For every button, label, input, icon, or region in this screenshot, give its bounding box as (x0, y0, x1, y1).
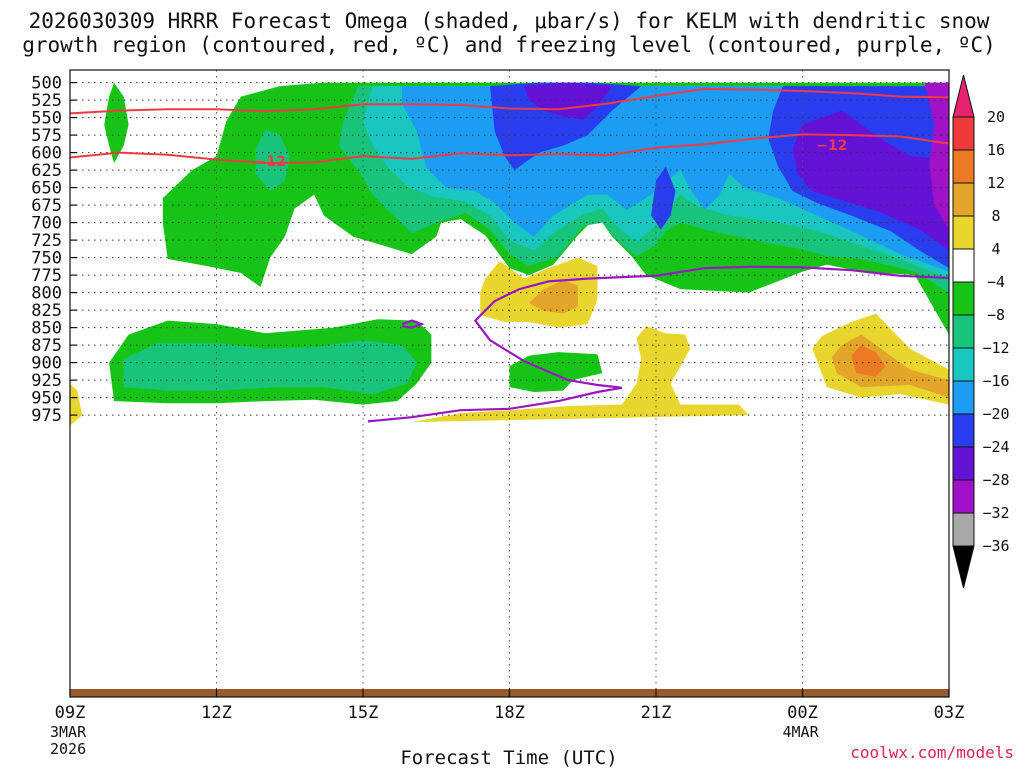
y-tick-label-925: 925 (31, 371, 62, 391)
colorbar-top-arrow (952, 74, 975, 118)
colorbar-bin-12 (952, 479, 975, 514)
y-tick-label-850: 850 (31, 319, 62, 339)
x-tick-label-21Z: 21Z (641, 703, 672, 723)
x-date-label-09Z-1: 2026 (50, 740, 86, 758)
y-tick-label-725: 725 (31, 231, 62, 251)
x-tick-label-03Z: 03Z (934, 703, 965, 723)
colorbar-bin-10 (952, 413, 975, 448)
omega-region-17 (529, 280, 578, 314)
y-tick-label-950: 950 (31, 389, 62, 409)
colorbar-bin-7 (952, 314, 975, 349)
freezing-level-contours (367, 265, 949, 423)
y-tick-label-575: 575 (31, 126, 62, 146)
freezing-level-line-0 (367, 265, 949, 423)
x-axis-title: Forecast Time (UTC) (400, 747, 617, 768)
omega-region-15 (509, 352, 603, 392)
colorbar-label-9: −20 (982, 405, 1009, 423)
x-tick-label-18Z: 18Z (494, 703, 525, 723)
y-tick-label-975: 975 (31, 406, 62, 426)
colorbar-bottom-arrow (952, 545, 975, 589)
colorbar-label-6: −8 (987, 306, 1005, 324)
omega-region-9 (651, 166, 676, 230)
colorbar-bin-6 (952, 281, 975, 316)
colorbar-label-13: −36 (982, 537, 1009, 555)
chart-title-line-1: 2026030309 HRRR Forecast Omega (shaded, … (29, 9, 990, 33)
y-tick-label-675: 675 (31, 196, 62, 216)
colorbar-label-11: −28 (982, 471, 1009, 489)
colorbar-label-7: −12 (982, 339, 1009, 357)
y-tick-label-600: 600 (31, 144, 62, 164)
y-tick-label-900: 900 (31, 354, 62, 374)
omega-region-12 (924, 82, 949, 230)
isotherm-red-0 (70, 133, 949, 165)
x-date-label-00Z-0: 4MAR (783, 723, 820, 741)
omega-region-22 (851, 345, 886, 377)
y-tick-label-800: 800 (31, 284, 62, 304)
isotherm-label-0: −12 (816, 138, 847, 154)
omega-region-0 (104, 82, 129, 164)
colorbar-bin-1 (952, 116, 975, 151)
credit-link[interactable]: coolwx.com/models (850, 743, 1014, 762)
y-tick-label-650: 650 (31, 179, 62, 199)
x-tick-label-00Z: 00Z (787, 703, 818, 723)
colorbar-bin-2 (952, 149, 975, 184)
isotherm-label-1: −12 (255, 154, 286, 170)
omega-colorbar: 20 16 12 8 4 −4 −8 −12 −16 −20 −24 −28 −32 −36 (952, 74, 1010, 589)
colorbar-label-12: −32 (982, 504, 1009, 522)
colorbar-bin-11 (952, 446, 975, 481)
colorbar-label-1: 16 (987, 141, 1005, 159)
colorbar-label-2: 12 (987, 174, 1005, 192)
colorbar-bin-13 (952, 512, 975, 547)
plot-grid (70, 70, 949, 697)
y-tick-label-825: 825 (31, 301, 62, 321)
colorbar-label-4: 4 (991, 240, 1000, 258)
omega-region-10 (524, 82, 613, 120)
chart-title-line-2: growth region (contoured, red, ºC) and f… (22, 33, 996, 57)
colorbar-bin-4 (952, 215, 975, 250)
y-tick-label-750: 750 (31, 249, 62, 269)
colorbar-label-3: 8 (991, 207, 1000, 225)
x-date-label-09Z-0: 3MAR (50, 723, 87, 741)
colorbar-bin-9 (952, 380, 975, 415)
y-tick-label-500: 500 (31, 74, 62, 94)
y-tick-label-700: 700 (31, 214, 62, 234)
dendritic-growth-isotherms: −12 −12 (70, 87, 949, 170)
x-tick-label-09Z: 09Z (55, 703, 86, 723)
colorbar-bin-8 (952, 347, 975, 382)
y-tick-label-525: 525 (31, 91, 62, 111)
pressure-axis: 5005255505756006256506757007257507758008… (31, 74, 77, 426)
omega-region-11 (792, 110, 949, 251)
omega-region-18 (411, 326, 749, 423)
x-tick-label-12Z: 12Z (201, 703, 232, 723)
y-tick-label-875: 875 (31, 336, 62, 356)
y-tick-label-775: 775 (31, 266, 62, 286)
omega-region-19 (70, 383, 83, 426)
colorbar-label-0: 20 (987, 108, 1005, 126)
x-tick-label-15Z: 15Z (348, 703, 379, 723)
colorbar-bin-5 (952, 248, 975, 283)
colorbar-bin-3 (952, 182, 975, 217)
omega-region-14 (123, 340, 417, 395)
freezing-level-line-1 (401, 319, 425, 329)
colorbar-label-10: −24 (982, 438, 1009, 456)
y-tick-label-550: 550 (31, 109, 62, 129)
isotherm-red-1 (70, 87, 949, 115)
colorbar-label-5: −4 (987, 273, 1005, 291)
y-tick-label-625: 625 (31, 161, 62, 181)
omega-region-3 (255, 129, 290, 192)
colorbar-label-8: −16 (982, 372, 1009, 390)
